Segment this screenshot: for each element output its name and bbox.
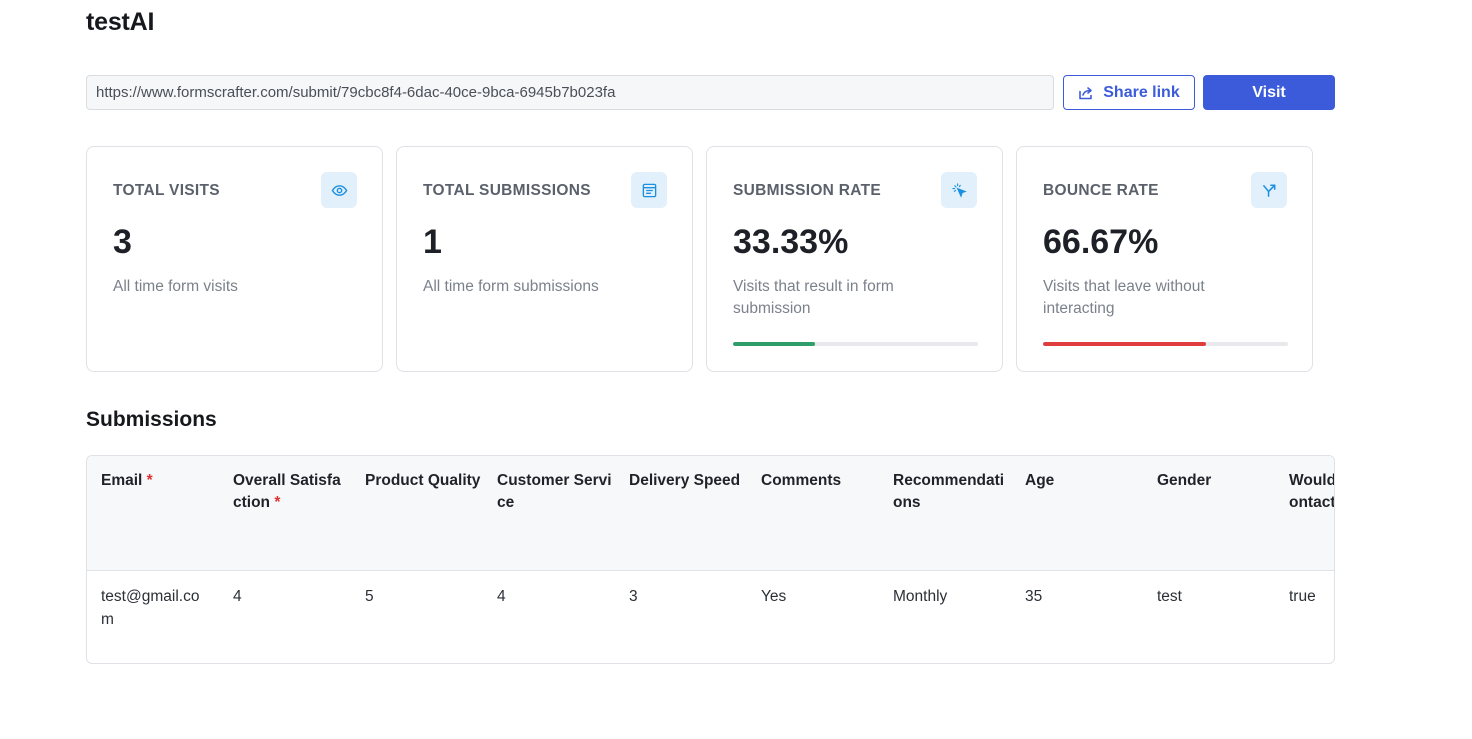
share-link-label: Share link — [1103, 83, 1180, 101]
stat-description: Visits that result in form submission — [733, 278, 894, 317]
visit-button[interactable]: Visit — [1203, 75, 1335, 110]
stat-value: 33.33% — [733, 223, 849, 261]
bounce-rate-progress-bar — [1043, 342, 1288, 346]
table-cell: 4 — [497, 588, 506, 605]
cursor-click-icon — [941, 172, 977, 208]
stat-description: All time form submissions — [423, 278, 599, 295]
table-cell: test — [1157, 588, 1182, 605]
table-cell: true — [1289, 588, 1316, 605]
table-cell: 3 — [629, 588, 638, 605]
stat-value: 66.67% — [1043, 223, 1159, 261]
table-cell: test@gmail.com — [101, 588, 200, 628]
form-icon — [631, 172, 667, 208]
required-asterisk: * — [142, 472, 153, 489]
stat-title: TOTAL VISITS — [113, 182, 220, 199]
table-cell: 5 — [365, 588, 374, 605]
progress-fill — [733, 342, 815, 346]
column-header: Age — [1025, 472, 1055, 489]
table-cell: 35 — [1025, 588, 1043, 605]
stat-card-total-visits: TOTAL VISITS 3 All time form visits — [86, 146, 383, 372]
table-cell: Yes — [761, 588, 787, 605]
submissions-heading: Submissions — [86, 408, 217, 431]
eye-icon — [321, 172, 357, 208]
stat-description: Visits that leave without interacting — [1043, 278, 1205, 317]
share-url-input[interactable]: https://www.formscrafter.com/submit/79cb… — [86, 75, 1054, 110]
column-header: Delivery Speed — [629, 472, 741, 489]
column-header: Product Quality — [365, 472, 481, 489]
stat-value: 1 — [423, 223, 442, 261]
table-cell: Monthly — [893, 588, 948, 605]
stat-title: BOUNCE RATE — [1043, 182, 1159, 199]
submission-rate-progress-bar — [733, 342, 978, 346]
column-header: Gender — [1157, 472, 1212, 489]
table-cell: 4 — [233, 588, 242, 605]
stat-card-total-submissions: TOTAL SUBMISSIONS 1 All time form submis… — [396, 146, 693, 372]
table-header: Email * Overall Satisfaction * Product Qua… — [87, 456, 1334, 571]
column-header: Comments — [761, 472, 842, 489]
column-header: Email * — [101, 472, 153, 489]
page-title: testAI — [86, 8, 155, 36]
column-header: Recommendations — [893, 472, 1005, 511]
stat-card-bounce-rate: BOUNCE RATE 66.67% Visits that leave wit… — [1016, 146, 1313, 372]
stat-title: SUBMISSION RATE — [733, 182, 882, 199]
stat-value: 3 — [113, 223, 132, 261]
share-link-button[interactable]: Share link — [1063, 75, 1195, 110]
split-arrow-icon — [1251, 172, 1287, 208]
required-asterisk: * — [270, 494, 281, 511]
progress-fill — [1043, 342, 1207, 346]
column-header: Customer Service — [497, 472, 612, 511]
stat-description: All time form visits — [113, 278, 238, 295]
stat-card-submission-rate: SUBMISSION RATE 33.33% Visits that resul… — [706, 146, 1003, 372]
submissions-table[interactable]: Email * Overall Satisfaction * Product Qua… — [86, 455, 1335, 664]
column-header: Would like to contact — [1289, 472, 1335, 511]
column-header: Overall Satisfaction * — [233, 472, 341, 511]
stat-title: TOTAL SUBMISSIONS — [423, 182, 591, 199]
share-icon — [1079, 86, 1093, 99]
